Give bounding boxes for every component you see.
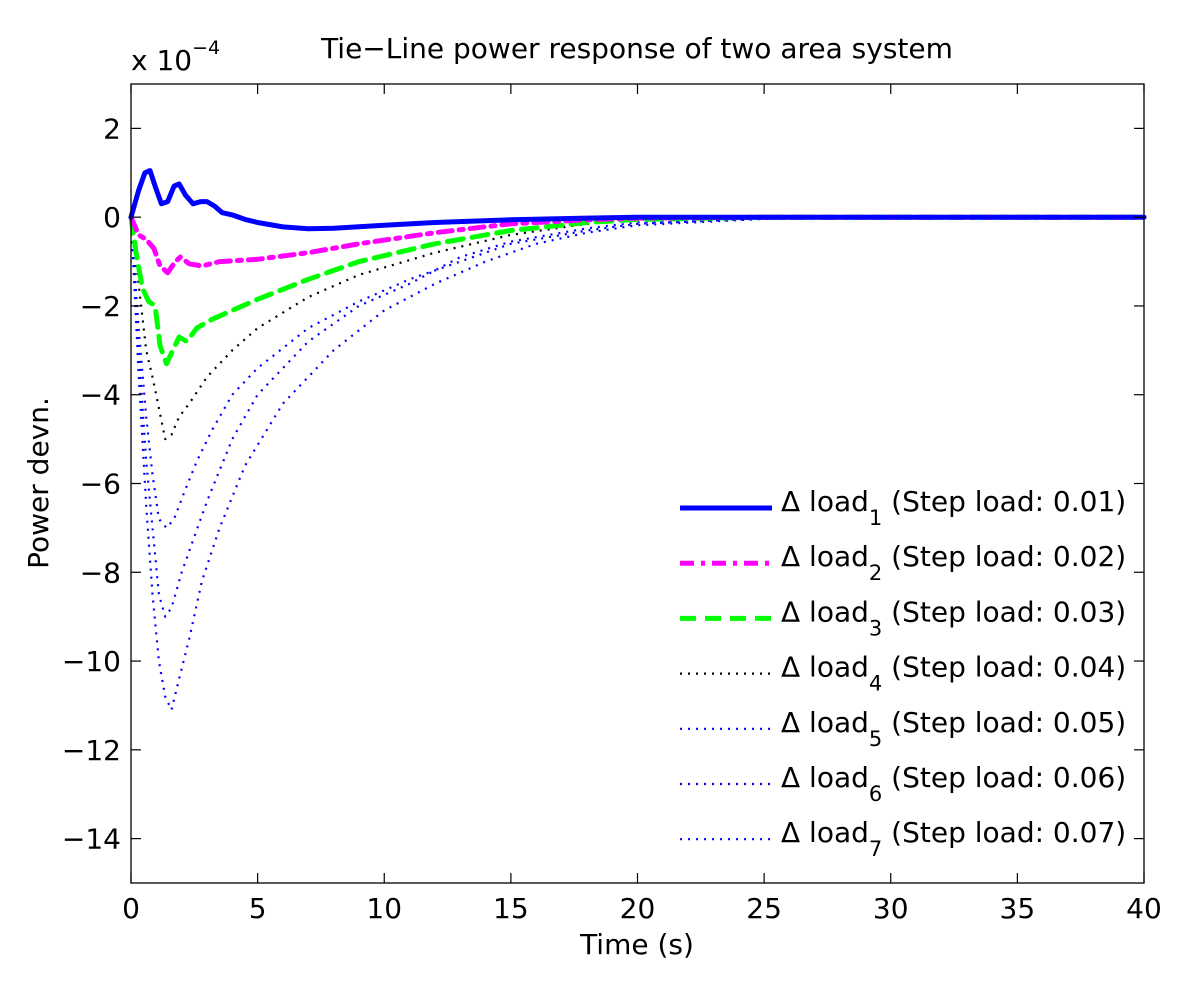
legend-prefix: Δ load xyxy=(781,651,869,684)
legend-suffix: (Step load: 0.03) xyxy=(882,595,1126,628)
legend-entry-1: Δ load1 (Step load: 0.01) xyxy=(781,485,1126,530)
y-tick-label: −14 xyxy=(62,823,121,856)
legend-suffix: (Step load: 0.05) xyxy=(882,706,1126,739)
series-line-3 xyxy=(128,214,1147,367)
legend-prefix: Δ load xyxy=(781,485,869,518)
legend-prefix: Δ load xyxy=(781,595,869,628)
legend-entry-6: Δ load6 (Step load: 0.06) xyxy=(781,761,1126,806)
series-line-1 xyxy=(128,168,1147,232)
legend-suffix: (Step load: 0.06) xyxy=(882,761,1126,794)
x-tick-label: 40 xyxy=(1126,892,1162,925)
x-tick-label: 25 xyxy=(746,892,782,925)
legend-subscript: 3 xyxy=(869,616,882,640)
x-tick-label: 5 xyxy=(249,892,267,925)
legend-suffix: (Step load: 0.02) xyxy=(882,540,1126,573)
legend-suffix: (Step load: 0.07) xyxy=(882,816,1126,849)
legend-prefix: Δ load xyxy=(781,761,869,794)
legend-prefix: Δ load xyxy=(781,706,869,739)
x-tick-label: 10 xyxy=(366,892,402,925)
legend-subscript: 7 xyxy=(869,837,882,861)
legend-suffix: (Step load: 0.01) xyxy=(882,485,1126,518)
legend-entry-7: Δ load7 (Step load: 0.07) xyxy=(781,816,1126,861)
legend-suffix: (Step load: 0.04) xyxy=(882,651,1126,684)
legend-entry-4: Δ load4 (Step load: 0.04) xyxy=(781,651,1126,696)
x-tick-label: 0 xyxy=(122,892,140,925)
x-tick-label: 15 xyxy=(493,892,529,925)
legend-subscript: 6 xyxy=(869,782,882,806)
legend-entry-3: Δ load3 (Step load: 0.03) xyxy=(781,595,1126,640)
x-axis-label: Time (s) xyxy=(579,928,694,961)
legend: Δ load1 (Step load: 0.01)Δ load2 (Step l… xyxy=(680,485,1126,861)
legend-subscript: 2 xyxy=(869,561,882,585)
legend-prefix: Δ load xyxy=(781,540,869,573)
y-tick-label: 0 xyxy=(103,201,121,234)
x-tick-label: 20 xyxy=(620,892,656,925)
y-tick-label: −8 xyxy=(80,556,121,589)
series-line-5 xyxy=(129,216,1144,618)
y-tick-label: −4 xyxy=(80,379,121,412)
y-tick-label: −12 xyxy=(62,734,121,767)
legend-subscript: 1 xyxy=(869,506,882,530)
multiplier-base: x 10 xyxy=(131,44,192,77)
svg-text:x 10−4: x 10−4 xyxy=(131,37,220,77)
y-tick-label: −2 xyxy=(80,290,121,323)
x-tick-label: 30 xyxy=(873,892,909,925)
chart-title: Tie−Line power response of two area syst… xyxy=(320,32,953,65)
series-line-6 xyxy=(129,216,1144,529)
multiplier-exponent: −4 xyxy=(192,37,220,59)
series-layer xyxy=(128,168,1147,711)
legend-entry-2: Δ load2 (Step load: 0.02) xyxy=(781,540,1126,585)
legend-prefix: Δ load xyxy=(781,816,869,849)
y-tick-label: −10 xyxy=(62,645,121,678)
legend-subscript: 4 xyxy=(869,672,882,696)
y-axis-label: Power devn. xyxy=(22,397,55,569)
legend-subscript: 5 xyxy=(869,727,882,751)
y-tick-label: −6 xyxy=(80,468,121,501)
y-tick-label: 2 xyxy=(103,112,121,145)
x-tick-label: 35 xyxy=(1000,892,1036,925)
y-axis-multiplier: x 10−4 xyxy=(131,37,220,77)
legend-entry-5: Δ load5 (Step load: 0.05) xyxy=(781,706,1126,751)
